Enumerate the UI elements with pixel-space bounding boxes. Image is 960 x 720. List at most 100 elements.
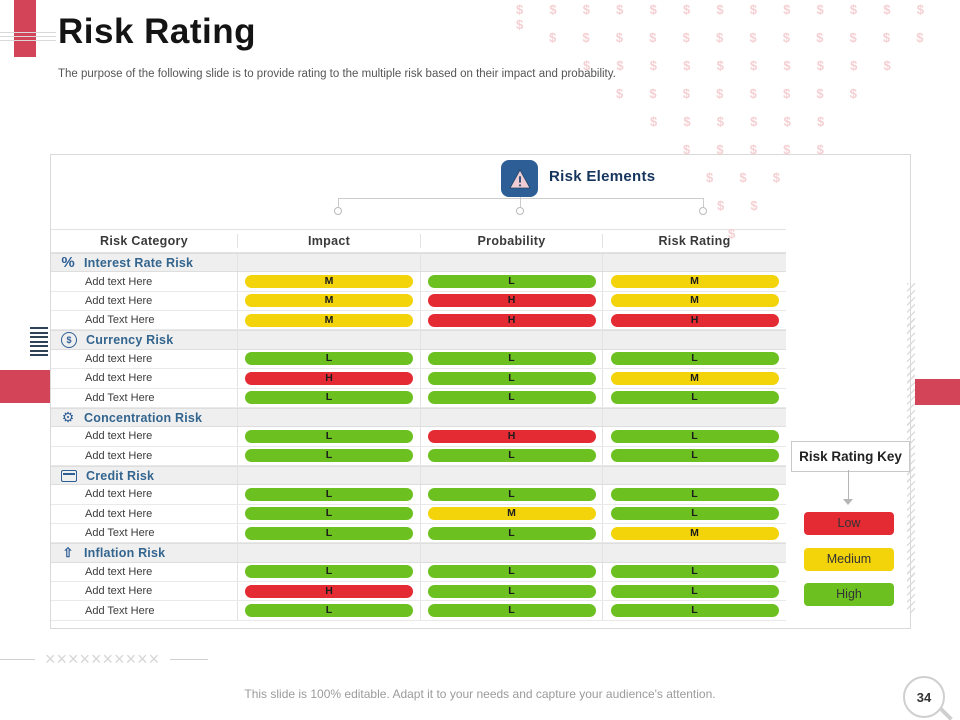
empty-cell [238,466,421,485]
empty-cell [603,467,786,484]
probability-pill: L [427,275,596,289]
risk-elements-title: Risk Elements [549,168,656,185]
pill-cell: L [603,427,786,445]
impact-pill: L [245,487,413,501]
risk-item-label: Add text Here [85,430,153,443]
risk-category-cell: $ Currency Risk [51,331,238,349]
risk-table-panel: Risk Elements Risk Category Impact Proba… [50,154,911,629]
pill-cell: H [238,369,421,388]
risk-item-cell: Add Text Here [51,524,238,543]
risk-item-cell: Add text Here [51,485,238,504]
risk-item-label: Add text Here [85,275,153,288]
connector-line [703,198,704,207]
pill-cell: M [603,292,786,310]
risk-item-label: Add Text Here [85,314,155,327]
risk-category-cell: ⚙ Concentration Risk [51,408,238,427]
pill-cell: L [238,427,421,446]
empty-cell [603,544,786,561]
risk-rating-pill: L [610,429,779,443]
probability-pill: M [427,507,596,521]
risk-category-cell: % Interest Rate Risk [51,254,238,272]
risk-item-row: Add text Here L L L [51,446,786,466]
connector-line [338,198,339,207]
risk-item-cell: Add text Here [51,272,238,291]
pill-cell: L [238,388,421,407]
impact-pill: L [245,604,413,618]
risk-item-label: Add text Here [85,352,153,365]
risk-category-row: Credit Risk [51,465,786,486]
pill-cell: M [238,272,421,291]
risk-rating-pill: M [610,526,779,540]
dollar-pattern-row: $ $ $ $ $ $ $ $ [616,86,857,101]
impact-pill: M [245,275,413,289]
connector-line [520,197,521,207]
risk-rating-pill: L [610,604,779,618]
empty-cell [603,331,786,348]
risk-item-cell: Add Text Here [51,311,238,330]
probability-pill: L [427,487,596,501]
risk-category-cell: Credit Risk [51,466,238,485]
empty-cell [603,409,786,426]
x-decoration-text: ×××××××××× [45,649,161,669]
pill-cell: M [238,291,421,311]
red-accent-bar [14,0,36,57]
risk-category-label: Inflation Risk [84,546,166,561]
gear-dollar-icon: ⚙ [61,409,75,426]
risk-item-row: Add Text Here L L L [51,388,786,408]
risk-category-row: ⚙ Concentration Risk [51,407,786,428]
risk-item-cell: Add Text Here [51,601,238,620]
pill-cell: M [421,504,603,524]
pill-cell: L [421,524,603,543]
empty-cell [421,331,603,349]
risk-category-row: % Interest Rate Risk [51,253,786,273]
pill-cell: L [421,388,603,407]
risk-item-row: Add text Here H L L [51,582,786,602]
impact-pill: H [245,584,413,598]
pill-cell: L [238,601,421,620]
pill-cell: L [421,349,603,369]
pill-cell: H [421,427,603,446]
risk-item-cell: Add text Here [51,582,238,601]
risk-item-row: Add text Here H L M [51,369,786,389]
risk-item-cell: Add Text Here [51,388,238,407]
risk-item-label: Add text Here [85,585,153,598]
risk-rating-pill: H [610,313,779,327]
risk-item-label: Add text Here [85,565,153,578]
pill-cell: L [238,524,421,543]
pill-cell: M [238,311,421,330]
pill-cell: L [603,447,786,465]
probability-pill: H [427,313,596,327]
risk-item-cell: Add text Here [51,427,238,446]
dollar-pattern-row: $ $ $ $ $ $ $ $ $ $ $ $ [549,30,924,45]
risk-item-row: Add text Here M L M [51,272,786,292]
risk-rating-pill: L [610,487,779,501]
empty-cell [421,254,603,272]
line-decoration [0,36,56,37]
probability-pill: H [427,429,596,443]
impact-pill: M [245,313,413,327]
risk-category-label: Concentration Risk [84,410,203,425]
pill-cell: L [603,582,786,600]
currency-icon: $ [61,332,77,349]
line-decoration [0,32,56,33]
warning-triangle-icon [501,160,538,197]
percent-icon: % [61,254,75,272]
zigzag-decoration [907,283,915,613]
risk-item-row: Add text Here L L L [51,485,786,505]
risk-item-row: Add text Here M H M [51,291,786,312]
risk-item-row: Add Text Here L L L [51,601,786,621]
dollar-pattern-row: $ $ $ $ $ $ $ $ $ $ [583,58,891,73]
connector-node [516,207,524,215]
dollar-pattern-row: $ $ $ $ $ $ [650,114,825,129]
empty-cell [421,408,603,427]
risk-rating-pill: L [610,391,779,405]
risk-item-row: Add Text Here L L M [51,524,786,544]
risk-category-label: Interest Rate Risk [84,255,194,270]
risk-item-row: Add text Here L L L [51,349,786,370]
header-risk-category: Risk Category [51,234,238,248]
empty-cell [421,466,603,485]
page-title: Risk Rating [58,12,257,51]
risk-category-row: $ Currency Risk [51,330,786,350]
risk-item-cell: Add text Here [51,446,238,465]
